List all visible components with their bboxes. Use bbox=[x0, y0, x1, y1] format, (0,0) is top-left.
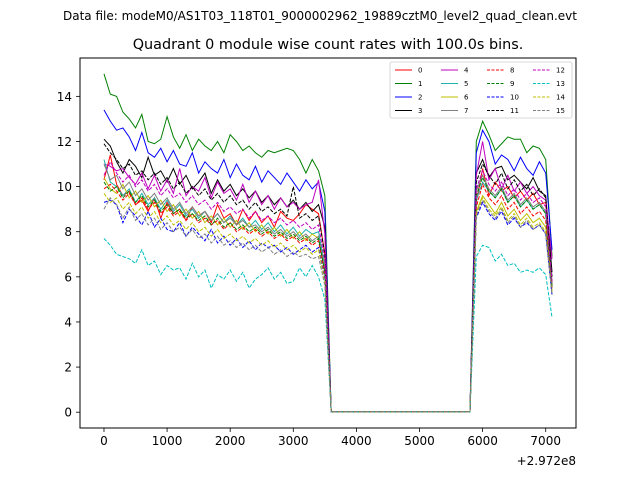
series-line-8 bbox=[103, 182, 553, 413]
series-line-13 bbox=[103, 238, 553, 413]
y-tick-label: 2 bbox=[64, 361, 72, 375]
x-tick-label: 5000 bbox=[404, 434, 435, 448]
chart-suptitle: Data file: modeM0/AS1T03_118T01_90000029… bbox=[63, 9, 577, 23]
x-tick-label: 1000 bbox=[152, 434, 183, 448]
legend-label-5: 5 bbox=[464, 80, 468, 88]
legend-box bbox=[389, 61, 573, 119]
legend-label-15: 15 bbox=[556, 107, 565, 115]
y-tick-label: 6 bbox=[64, 270, 72, 284]
y-tick-label: 14 bbox=[57, 90, 72, 104]
legend-label-1: 1 bbox=[418, 80, 422, 88]
legend-label-0: 0 bbox=[418, 67, 422, 75]
legend-label-11: 11 bbox=[510, 107, 519, 115]
y-tick-label: 12 bbox=[57, 135, 72, 149]
y-tick-label: 0 bbox=[64, 406, 72, 420]
x-axis: 0 1000 2000 3000 4000 5000 6000 7000 bbox=[100, 428, 561, 448]
legend-label-3: 3 bbox=[418, 107, 422, 115]
x-tick-label: 0 bbox=[100, 434, 108, 448]
legend-label-9: 9 bbox=[510, 80, 514, 88]
x-tick-label: 4000 bbox=[341, 434, 372, 448]
legend-label-2: 2 bbox=[418, 94, 422, 102]
y-tick-label: 8 bbox=[64, 225, 72, 239]
x-offset-label: +2.972e8 bbox=[517, 454, 576, 468]
x-tick-label: 6000 bbox=[467, 434, 498, 448]
series-line-11 bbox=[103, 143, 553, 413]
series-line-15 bbox=[103, 197, 553, 413]
legend-label-8: 8 bbox=[510, 67, 514, 75]
legend-label-13: 13 bbox=[556, 80, 565, 88]
legend-label-12: 12 bbox=[556, 67, 565, 75]
x-tick-label: 7000 bbox=[530, 434, 561, 448]
axes-frame bbox=[79, 57, 577, 429]
y-tick-label: 10 bbox=[57, 180, 72, 194]
legend-label-14: 14 bbox=[556, 94, 565, 102]
y-tick-label: 4 bbox=[64, 315, 72, 329]
legend-label-10: 10 bbox=[510, 94, 519, 102]
series-layer bbox=[103, 73, 553, 413]
legend-label-4: 4 bbox=[464, 67, 469, 75]
x-tick-label: 3000 bbox=[278, 434, 309, 448]
legend-label-6: 6 bbox=[464, 94, 469, 102]
x-tick-label: 2000 bbox=[215, 434, 246, 448]
legend-label-7: 7 bbox=[464, 107, 468, 115]
chart-title: Quadrant 0 module wise count rates with … bbox=[133, 37, 524, 53]
y-axis: 0 2 4 6 8 10 12 14 bbox=[57, 90, 80, 420]
